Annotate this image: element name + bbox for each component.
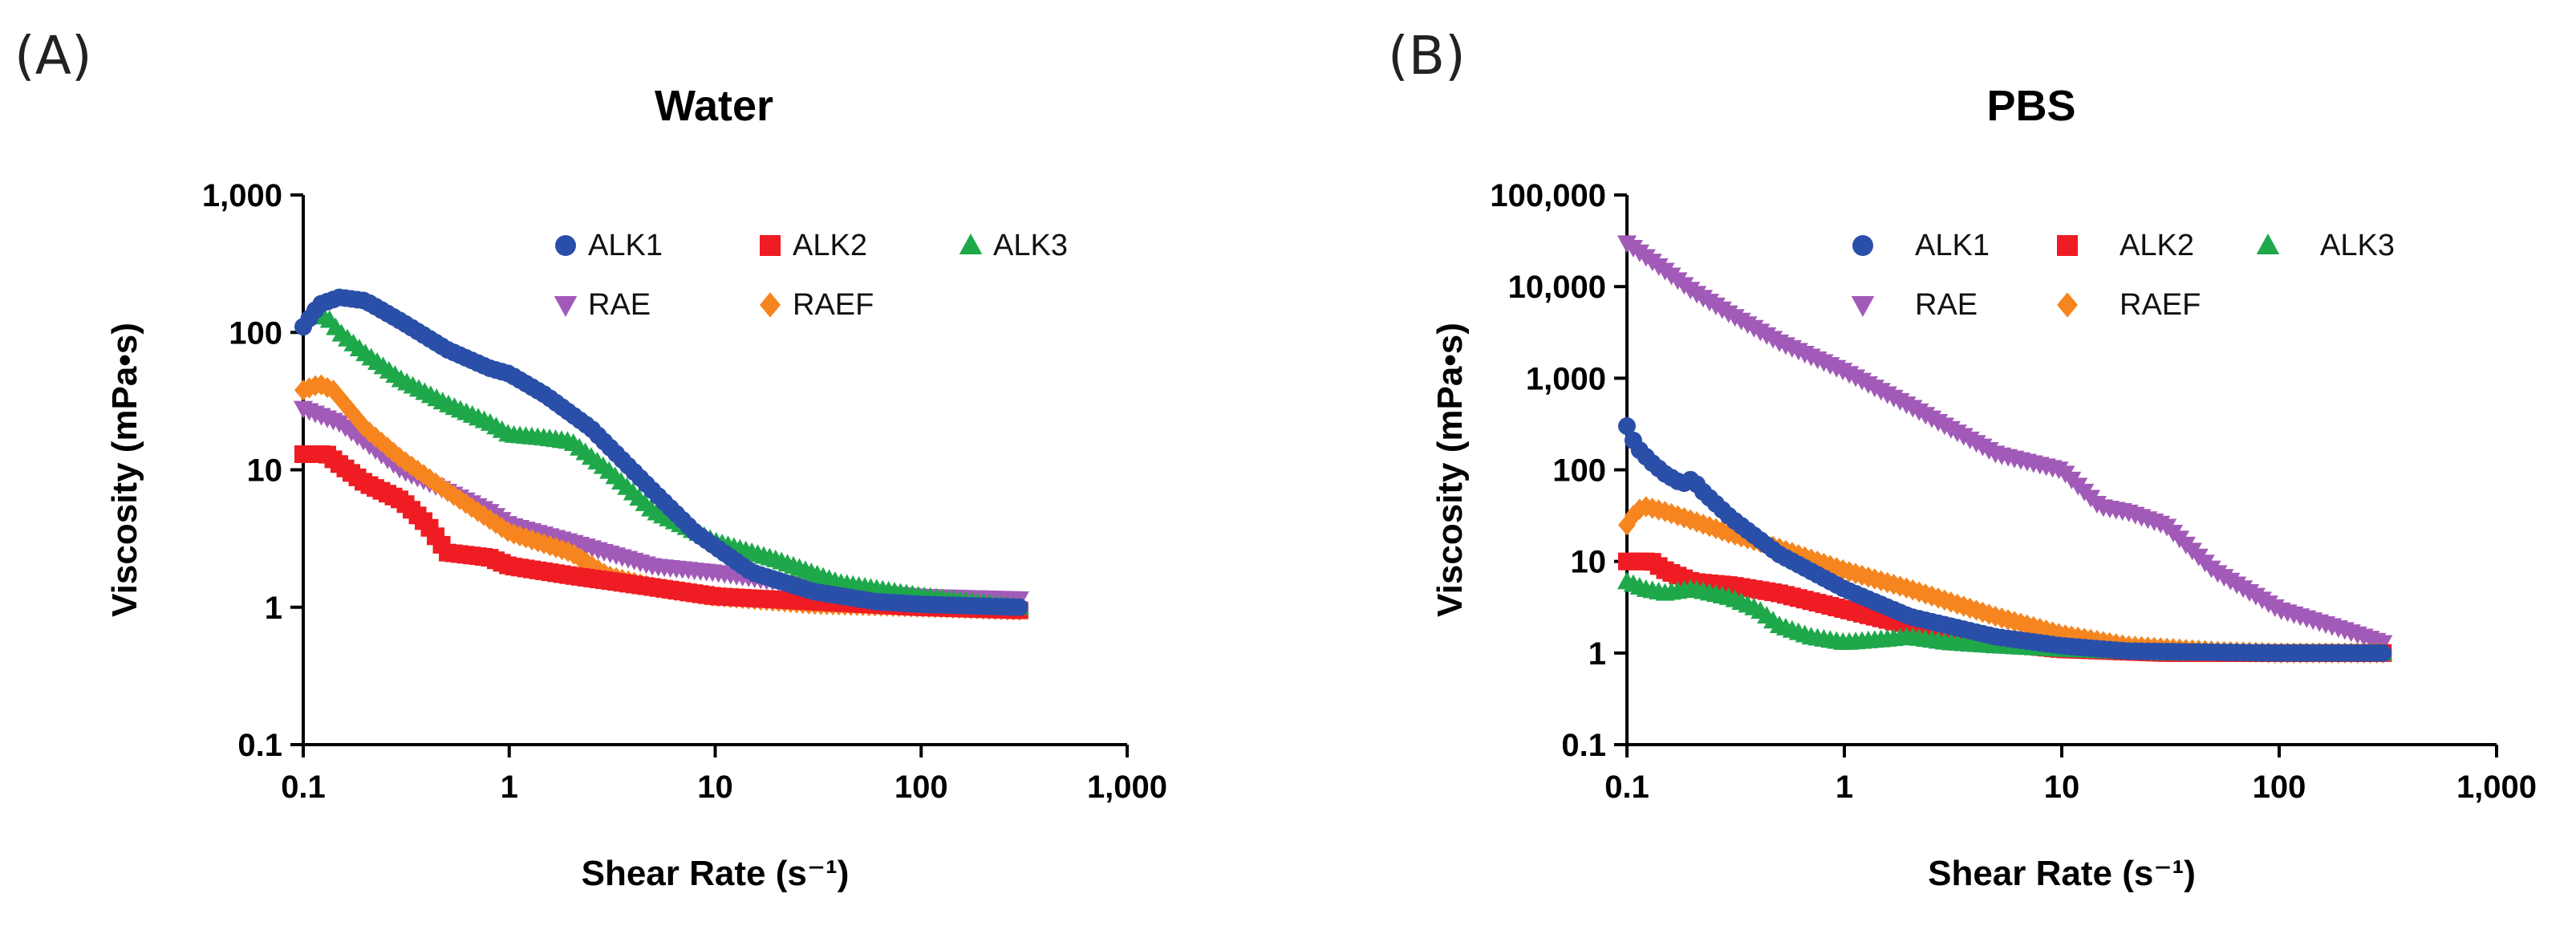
chart-panel-a: (A) Water 0.1 1 10 100 1,000 0.1 1 10 100 1,000 Visc… — [14, 25, 1167, 893]
y-tick-label: 10 — [1571, 545, 1607, 580]
data-point-raef — [463, 497, 481, 518]
legend-label: RAE — [1915, 288, 1978, 322]
panel-label: (A) — [14, 25, 92, 87]
y-tick-label: 10 — [247, 453, 283, 489]
data-point-raef — [408, 459, 427, 481]
x-axis-title: Shear Rate (s⁻¹) — [1928, 854, 2196, 893]
x-tick-label: 100 — [2253, 770, 2306, 805]
legend-entry-alk2: ALK2 — [760, 229, 867, 262]
y-axis-title: Viscosity (mPa•s) — [105, 323, 144, 617]
data-point-raef — [427, 472, 445, 494]
x-tick-label: 100 — [895, 770, 948, 805]
legend-label: RAEF — [793, 288, 874, 322]
legend-marker-alk3 — [2256, 234, 2280, 255]
x-tick-label: 1,000 — [2456, 770, 2537, 805]
y-tick-label: 100,000 — [1490, 178, 1606, 213]
legend-label: ALK2 — [793, 229, 867, 262]
legend-label: ALK1 — [588, 229, 663, 262]
y-axis-title: Viscosity (mPa•s) — [1430, 323, 1470, 617]
data-point-raef — [379, 437, 397, 458]
legend-entry-rae: RAE — [554, 288, 651, 322]
chart-title: PBS — [1986, 82, 2075, 130]
legend-entry-raef: RAEF — [2057, 288, 2201, 322]
data-point-alk1 — [1010, 598, 1028, 616]
data-point-raef — [571, 547, 590, 569]
series-alk1 — [1618, 417, 2392, 662]
data-point-alk1 — [1618, 417, 1636, 436]
legend-marker-alk1 — [555, 235, 576, 256]
y-tick-label: 10,000 — [1508, 270, 1606, 305]
legend-label: RAE — [588, 288, 651, 322]
data-point-raef — [384, 441, 403, 463]
data-point-raef — [343, 401, 361, 423]
legend: ALK1 ALK2 ALK3 RAE RAEF — [1851, 229, 2395, 322]
series-alk1 — [294, 288, 1028, 616]
y-tick-label: 1,000 — [202, 178, 282, 213]
data-point-raef — [475, 505, 493, 526]
legend-marker-alk2 — [2057, 235, 2078, 256]
y-tick-label: 1 — [1588, 636, 1606, 672]
legend-marker-alk1 — [1852, 235, 1873, 256]
legend-marker-raef — [2057, 292, 2078, 318]
series-rae — [1617, 235, 2393, 653]
chart-panel-b: (B) PBS 0.1 1 10 100 1,000 10,000 100,000 0.1 1 10 1… — [1388, 25, 2537, 893]
legend-entry-alk1: ALK1 — [1852, 229, 1990, 262]
chart-title: Water — [655, 82, 773, 130]
y-tick-label: 1,000 — [1526, 361, 1606, 396]
legend-marker-rae — [1851, 295, 1875, 317]
x-axis-title: Shear Rate (s⁻¹) — [582, 854, 850, 893]
legend: ALK1 ALK2 ALK3 RAE RAEF — [554, 229, 1068, 322]
data-point-raef — [348, 408, 367, 430]
data-point-raef — [415, 464, 433, 485]
legend-label: ALK1 — [1915, 229, 1990, 262]
y-tick-label: 1 — [265, 591, 282, 626]
x-tick-label: 1,000 — [1087, 770, 1167, 805]
legend-entry-raef: RAEF — [760, 288, 874, 322]
panel-label: (B) — [1388, 25, 1466, 87]
x-tick-label: 0.1 — [1604, 770, 1649, 805]
data-point-alk1 — [2374, 644, 2392, 662]
x-tick-label: 10 — [2044, 770, 2080, 805]
legend-entry-rae: RAE — [1851, 288, 1978, 322]
legend-marker-raef — [760, 292, 781, 318]
x-tick-label: 10 — [697, 770, 733, 805]
legend-marker-alk3 — [959, 234, 983, 255]
x-tick-label: 1 — [1836, 770, 1853, 805]
legend-entry-alk3: ALK3 — [959, 229, 1068, 262]
data-point-raef — [432, 476, 451, 498]
legend-entry-alk3: ALK3 — [2256, 229, 2395, 262]
data-point-raef — [372, 431, 391, 453]
data-point-raef — [396, 451, 415, 473]
y-tick-label: 100 — [1552, 453, 1606, 489]
legend-entry-alk2: ALK2 — [2057, 229, 2194, 262]
legend-marker-rae — [554, 295, 578, 317]
legend-entry-alk1: ALK1 — [555, 229, 663, 262]
y-tick-label: 0.1 — [1561, 728, 1606, 763]
legend-label: RAEF — [2120, 288, 2201, 322]
legend-label: ALK3 — [2320, 229, 2395, 262]
data-point-raef — [469, 501, 487, 522]
y-tick-label: 0.1 — [237, 728, 282, 763]
y-tick-label: 100 — [229, 315, 282, 351]
x-tick-label: 1 — [501, 770, 518, 805]
data-point-raef — [420, 468, 439, 489]
data-point-raef — [403, 455, 421, 477]
x-tick-label: 0.1 — [281, 770, 326, 805]
legend-label: ALK3 — [993, 229, 1068, 262]
data-point-raef — [1618, 514, 1636, 536]
legend-label: ALK2 — [2120, 229, 2194, 262]
data-point-raef — [487, 513, 505, 534]
legend-marker-alk2 — [760, 235, 781, 256]
